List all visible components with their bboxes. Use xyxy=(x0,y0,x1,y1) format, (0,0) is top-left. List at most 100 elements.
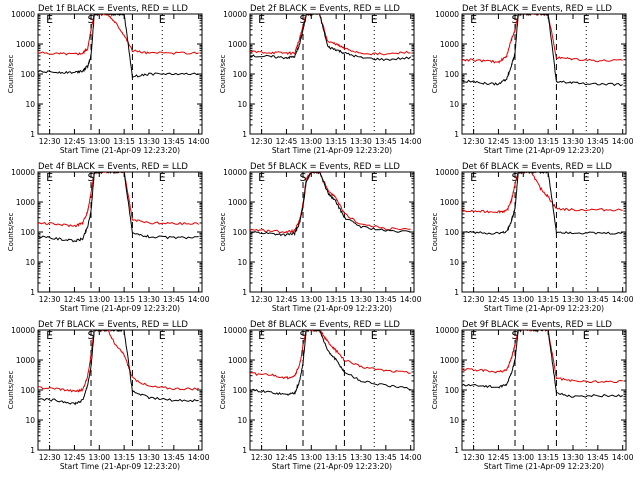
chart-2-ytick-label: 10000 xyxy=(223,10,247,19)
chart-5-xtick-label: 13:15 xyxy=(325,295,347,304)
chart-3-xtick-label: 12:30 xyxy=(463,137,485,146)
chart-5-series-events xyxy=(250,172,411,237)
chart-7-ytick-label: 1000 xyxy=(16,356,35,365)
chart-4-ytick-label: 1 xyxy=(30,288,35,297)
chart-1-xtick-label: 12:30 xyxy=(39,137,61,146)
chart-2: Det 2f BLACK = Events, RED = LLD 1 10 100 10… xyxy=(219,4,422,155)
chart-6: Det 6f BLACK = Events, RED = LLD 1 10 100 10… xyxy=(431,162,634,313)
chart-6-ytick-label: 100 xyxy=(445,228,460,237)
chart-5-ytick-label: 1 xyxy=(242,288,247,297)
chart-7-series-lld xyxy=(38,330,199,393)
chart-8: Det 8f BLACK = Events, RED = LLD 1 10 100 10… xyxy=(219,320,422,471)
chart-9-xtick-label: 12:30 xyxy=(463,453,485,462)
chart-5-marker-label: E xyxy=(371,171,378,184)
chart-4-xtick-label: 13:15 xyxy=(113,295,135,304)
chart-4-xtick-label: 12:45 xyxy=(64,295,86,304)
chart-7-xtick-label: 14:00 xyxy=(188,453,210,462)
chart-9-xtick-label: 13:45 xyxy=(587,453,609,462)
chart-1-marker-label: E xyxy=(46,13,53,26)
chart-2-xtick-label: 13:00 xyxy=(300,137,322,146)
chart-8-marker-label: S xyxy=(300,329,307,342)
chart-3-xtick-label: 13:15 xyxy=(537,137,559,146)
chart-2-xtick-label: 13:45 xyxy=(375,137,397,146)
chart-2-ytick-label: 10 xyxy=(237,100,247,109)
chart-1-ytick-label: 1000 xyxy=(16,40,35,49)
chart-9-xtick-label: 13:00 xyxy=(512,453,534,462)
chart-6-ytick-label: 1000 xyxy=(440,198,459,207)
chart-9-marker-label: S xyxy=(512,329,519,342)
chart-1-marker-label: E xyxy=(159,13,166,26)
chart-3-xtick-label: 13:30 xyxy=(562,137,584,146)
chart-4-marker-label: S xyxy=(88,171,95,184)
chart-3-xtick-label: 13:45 xyxy=(587,137,609,146)
chart-3-frame xyxy=(461,13,627,135)
chart-8-ytick-label: 1000 xyxy=(228,356,247,365)
chart-2-series-events xyxy=(250,14,412,62)
chart-4-ytick-label: 1000 xyxy=(16,198,35,207)
chart-5-xlabel: Start Time (21-Apr-09 12:23:20) xyxy=(272,304,392,313)
chart-8-ytick-label: 10 xyxy=(237,416,247,425)
chart-6-ytick-label: 10000 xyxy=(435,168,459,177)
chart-2-series-lld xyxy=(250,14,411,56)
chart-8-ytick-label: 100 xyxy=(233,386,248,395)
chart-1-xtick-label: 14:00 xyxy=(188,137,210,146)
chart-6-ytick-label: 1 xyxy=(454,288,459,297)
chart-5-ytick-label: 10 xyxy=(237,258,247,267)
chart-7-ytick-label: 100 xyxy=(21,386,36,395)
chart-9-title: Det 9f BLACK = Events, RED = LLD xyxy=(462,320,612,330)
chart-2-xlabel: Start Time (21-Apr-09 12:23:20) xyxy=(272,146,392,155)
chart-9-ytick-label: 10000 xyxy=(435,326,459,335)
chart-6-series-lld xyxy=(462,172,623,214)
chart-8-title: Det 8f BLACK = Events, RED = LLD xyxy=(250,320,400,330)
chart-1-xtick-label: 13:00 xyxy=(88,137,110,146)
chart-3-ytick-label: 10 xyxy=(449,100,459,109)
chart-8-ytick-label: 10000 xyxy=(223,326,247,335)
chart-4-xtick-label: 13:00 xyxy=(88,295,110,304)
chart-5-xtick-label: 13:00 xyxy=(300,295,322,304)
chart-4-ytick-label: 10000 xyxy=(11,168,35,177)
chart-2-marker-label: S xyxy=(300,13,307,26)
chart-5-xtick-label: 12:30 xyxy=(251,295,273,304)
chart-6-frame xyxy=(461,171,627,293)
chart-9-xtick-label: 12:45 xyxy=(488,453,510,462)
chart-7-ylabel: Counts/sec xyxy=(7,371,15,410)
chart-7-marker-label: S xyxy=(88,329,95,342)
chart-3-marker-label: S xyxy=(512,13,519,26)
chart-2-xtick-label: 12:45 xyxy=(276,137,298,146)
chart-8-xtick-label: 12:30 xyxy=(251,453,273,462)
chart-1-ytick-label: 100 xyxy=(21,70,36,79)
chart-4-xtick-label: 13:30 xyxy=(138,295,160,304)
chart-7-xtick-label: 13:45 xyxy=(163,453,185,462)
chart-3-ylabel: Counts/sec xyxy=(431,55,439,94)
chart-3-xtick-label: 14:00 xyxy=(612,137,634,146)
chart-4-marker-label: E xyxy=(159,171,166,184)
chart-5-xtick-label: 13:30 xyxy=(350,295,372,304)
chart-2-ylabel: Counts/sec xyxy=(219,55,227,94)
chart-6-marker-label: E xyxy=(583,171,590,184)
chart-2-xtick-label: 12:30 xyxy=(251,137,273,146)
chart-3-xlabel: Start Time (21-Apr-09 12:23:20) xyxy=(484,146,604,155)
chart-2-xtick-label: 13:30 xyxy=(350,137,372,146)
chart-4-title: Det 4f BLACK = Events, RED = LLD xyxy=(38,162,188,172)
chart-1-ytick-label: 10 xyxy=(25,100,35,109)
chart-4-xtick-label: 12:30 xyxy=(39,295,61,304)
chart-1-xtick-label: 13:30 xyxy=(138,137,160,146)
chart-7-xtick-label: 13:30 xyxy=(138,453,160,462)
chart-6-marker-label: S xyxy=(512,171,519,184)
chart-4-ytick-label: 100 xyxy=(21,228,36,237)
chart-3-ytick-label: 1 xyxy=(454,130,459,139)
chart-5-ytick-label: 1000 xyxy=(228,198,247,207)
chart-9-series-lld xyxy=(462,330,623,384)
chart-7-xtick-label: 12:45 xyxy=(64,453,86,462)
chart-9: Det 9f BLACK = Events, RED = LLD 1 10 100 10… xyxy=(431,320,634,471)
chart-4-marker-label: E xyxy=(46,171,53,184)
chart-9-ytick-label: 1 xyxy=(454,446,459,455)
chart-9-marker-label: E xyxy=(583,329,590,342)
chart-9-xtick-label: 13:30 xyxy=(562,453,584,462)
chart-6-xtick-label: 13:00 xyxy=(512,295,534,304)
chart-3-ytick-label: 10000 xyxy=(435,10,459,19)
chart-5-marker-label: E xyxy=(258,171,265,184)
chart-8-xtick-label: 13:15 xyxy=(325,453,347,462)
chart-5-ytick-label: 100 xyxy=(233,228,248,237)
